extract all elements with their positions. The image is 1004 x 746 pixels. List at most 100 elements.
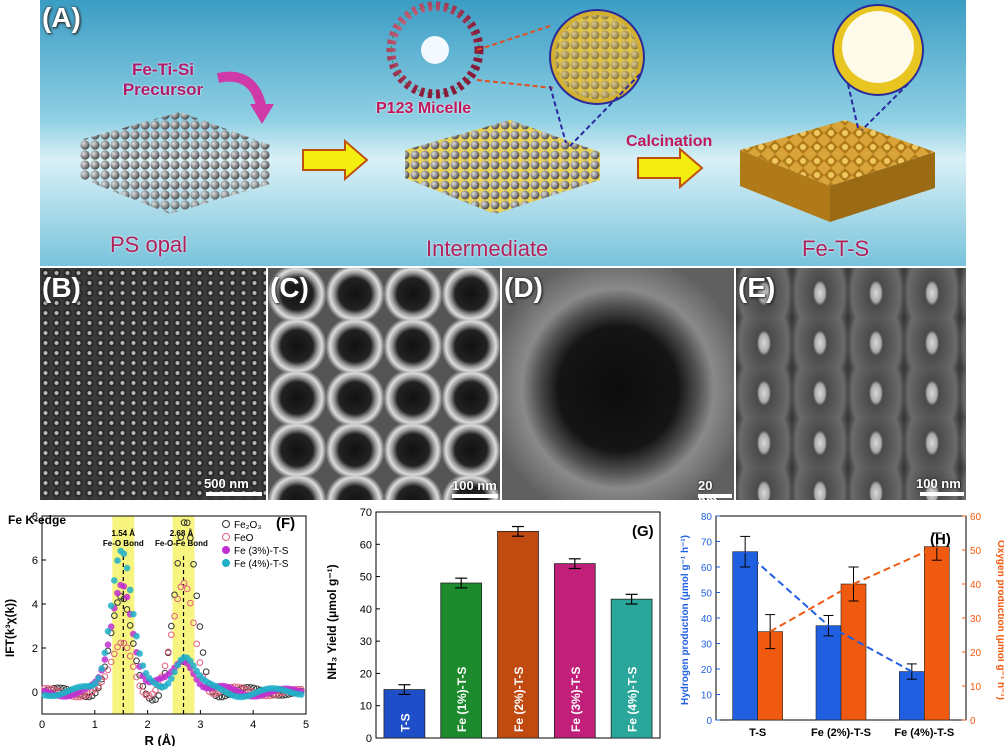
data-point: [104, 666, 112, 674]
data-point: [142, 691, 150, 699]
category-label: T-S: [398, 713, 412, 732]
data-point: [164, 648, 172, 656]
bar: [440, 582, 483, 739]
y-tick-label: 60: [360, 539, 372, 551]
data-point: [161, 662, 169, 670]
y-tick-label-left: 20: [701, 665, 713, 676]
data-point: [168, 622, 175, 630]
y-tick-label: 70: [360, 507, 372, 519]
data-point: [142, 670, 150, 677]
data-point: [193, 640, 201, 648]
data-point: [107, 658, 115, 666]
trend-line: [828, 624, 913, 673]
trend-line: [853, 545, 938, 585]
data-point: [123, 606, 131, 613]
data-point: [168, 675, 175, 682]
data-point: [145, 692, 153, 699]
data-point: [130, 663, 137, 670]
data-point: [133, 673, 140, 681]
annotation-label: Fe-O-Fe Bond: [155, 539, 208, 548]
scale-bar: [698, 494, 732, 498]
stage-label-intermediate: Intermediate: [426, 236, 549, 261]
panel-label: (G): [632, 523, 654, 540]
data-point: [130, 640, 137, 647]
legend-label: Fe (3%)-T-S: [234, 546, 289, 557]
arrow-icon: [302, 138, 369, 182]
nh3-yield-chart: 0 10 20 30 40 50 60 70 T-S Fe (1%)-T-S Fe (2%)-T-S…: [325, 507, 661, 745]
bar: [610, 598, 653, 739]
data-point: [111, 577, 118, 584]
y-tick-label: 40: [360, 604, 372, 616]
bar: [553, 563, 596, 739]
data-point: [101, 673, 109, 680]
panel-label: (E): [738, 272, 776, 303]
y-tick-label-left: 80: [701, 512, 713, 523]
data-point: [107, 623, 115, 631]
data-point: [187, 534, 194, 542]
bar: [497, 530, 539, 739]
scale-bar: [206, 492, 262, 496]
chart-title: Fe K-edge: [8, 513, 66, 527]
data-point: [187, 657, 194, 665]
data-point: [79, 693, 86, 700]
y-tick-label: 0: [366, 733, 372, 745]
trend-line: [769, 583, 854, 633]
y-axis-label-right: Oxygen production (μmol g⁻¹ h⁻¹): [995, 540, 1004, 700]
data-point: [104, 641, 112, 648]
data-point: [190, 619, 197, 627]
tem-image-c: (C) 100 nm: [268, 268, 500, 500]
data-point: [126, 622, 134, 629]
data-point: [149, 696, 156, 704]
data-point: [111, 612, 118, 619]
fe-t-s-illustration: [740, 120, 935, 222]
data-point: [152, 696, 159, 703]
legend-label: Fe₂O₃: [234, 520, 261, 531]
data-point: [133, 632, 140, 640]
y-tick-label-left: 0: [706, 716, 712, 727]
legend-marker: [222, 520, 230, 528]
tem-image-b: (B) 500 nm: [40, 268, 266, 500]
data-point: [101, 656, 109, 663]
data-point: [196, 659, 204, 666]
data-point: [114, 599, 121, 606]
annotation-label: Fe-O Bond: [103, 539, 144, 548]
scale-label: 100 nm: [452, 478, 497, 493]
data-point: [117, 639, 124, 647]
bar: [383, 689, 426, 739]
data-point: [114, 643, 121, 651]
data-point: [180, 579, 188, 587]
y-tick-label-right: 30: [970, 614, 982, 625]
data-point: [180, 519, 188, 526]
gas-production-chart: 0 10 20 30 40 50 60 70 80 0 10 20 30 40 50 60 T-S Fe (2%)…: [680, 512, 1004, 739]
data-point: [85, 693, 93, 701]
y-tick-label-right: 50: [970, 546, 982, 557]
data-point: [168, 631, 175, 639]
panel-label: (H): [930, 531, 951, 548]
data-point: [155, 692, 162, 699]
y-tick-label: 0: [32, 687, 38, 699]
annotation-label: 1.54 Å: [112, 529, 136, 538]
legend-marker: [222, 533, 230, 541]
legend-label: FeO: [234, 533, 254, 544]
x-tick-label: T-S: [749, 727, 766, 739]
x-tick-label: 4: [250, 719, 256, 731]
data-point: [196, 623, 204, 630]
data-point: [152, 686, 159, 694]
data-point: [174, 559, 181, 567]
bar: [924, 546, 950, 721]
y-tick-label-left: 10: [701, 691, 713, 702]
panel-label: (D): [504, 272, 543, 303]
data-point: [297, 691, 305, 698]
y-tick-label-right: 0: [970, 716, 976, 727]
porous-zoom: [832, 4, 924, 96]
bar: [732, 551, 758, 721]
data-point: [123, 564, 131, 572]
data-point: [98, 665, 105, 672]
data-point: [126, 652, 134, 660]
y-tick-label-left: 30: [701, 640, 713, 651]
legend-marker: [222, 559, 230, 567]
scale-label: 100 nm: [916, 476, 961, 491]
data-point: [190, 662, 197, 670]
bar: [840, 583, 867, 721]
y-axis-label-left: Hydrogen production (μmol g⁻¹ h⁻¹): [680, 535, 691, 705]
